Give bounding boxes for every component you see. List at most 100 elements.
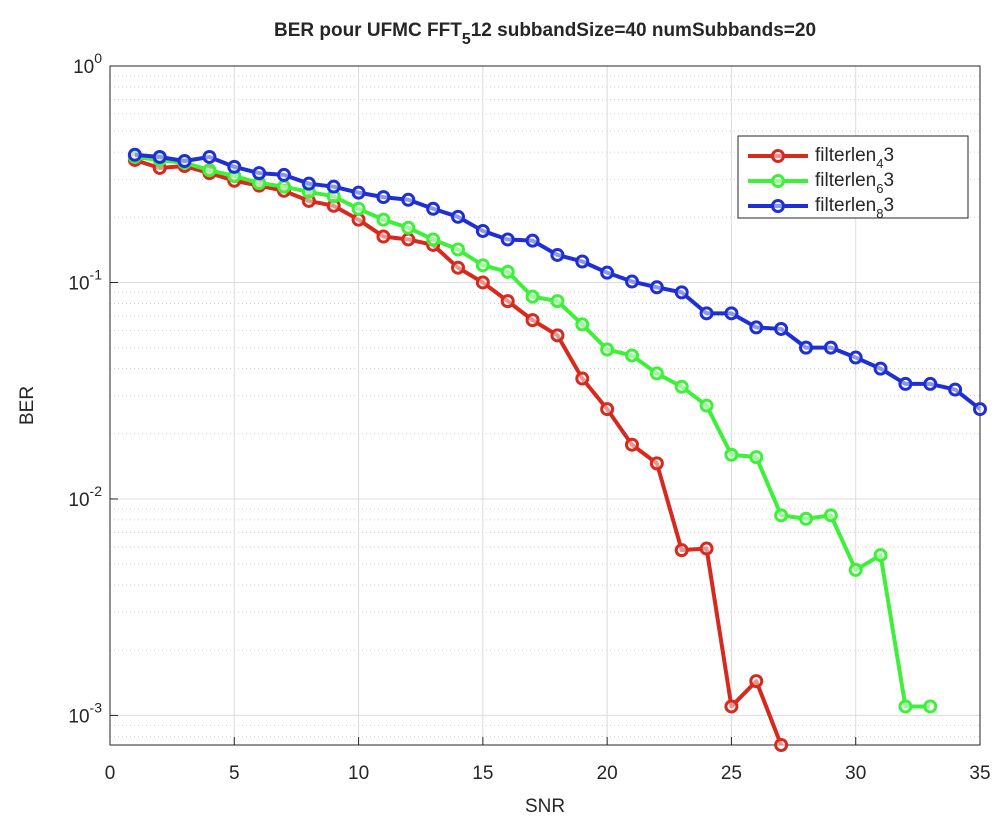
marker bbox=[649, 456, 664, 471]
marker bbox=[699, 306, 714, 321]
marker bbox=[451, 209, 465, 224]
legend-part: filterlen bbox=[815, 170, 876, 191]
marker bbox=[451, 260, 465, 275]
marker bbox=[376, 229, 391, 244]
title-part: 12 subbandSize=40 numSubbands=20 bbox=[471, 20, 816, 41]
marker bbox=[500, 294, 515, 309]
legend-marker bbox=[771, 149, 785, 163]
marker bbox=[699, 541, 714, 556]
x-tick-label: 20 bbox=[597, 763, 618, 784]
y-tick-label: 10-3 bbox=[68, 699, 102, 727]
marker bbox=[724, 306, 739, 321]
marker bbox=[475, 258, 490, 273]
marker bbox=[749, 450, 764, 465]
legend-subscript: 4 bbox=[876, 156, 883, 171]
marker bbox=[625, 274, 639, 289]
marker bbox=[923, 699, 938, 714]
legend-label: filterlen63 bbox=[815, 170, 894, 196]
legend-label: filterlen43 bbox=[815, 145, 894, 171]
y-tick-base: 10 bbox=[73, 57, 94, 78]
y-tick-label: 10-1 bbox=[68, 266, 102, 294]
x-tick-label: 30 bbox=[845, 763, 866, 784]
marker bbox=[351, 212, 366, 227]
legend-marker bbox=[771, 174, 785, 188]
marker bbox=[277, 167, 291, 182]
marker bbox=[575, 371, 590, 386]
marker bbox=[625, 348, 639, 363]
marker bbox=[600, 342, 615, 357]
y-tick-label: 100 bbox=[73, 50, 102, 78]
marker bbox=[401, 220, 416, 235]
y-tick-exponent: -1 bbox=[90, 266, 103, 282]
x-tick-label: 0 bbox=[105, 763, 116, 784]
x-tick-label: 10 bbox=[348, 763, 369, 784]
marker bbox=[525, 313, 540, 328]
legend-part: filterlen bbox=[815, 195, 876, 216]
marker bbox=[575, 254, 590, 269]
marker bbox=[724, 447, 739, 462]
y-tick-base: 10 bbox=[68, 273, 89, 294]
title-subscript: 5 bbox=[462, 31, 471, 48]
title-part: BER pour UFMC FFT bbox=[274, 20, 462, 41]
marker bbox=[674, 285, 689, 300]
y-tick-base: 10 bbox=[68, 706, 89, 727]
legend-subscript: 6 bbox=[876, 181, 883, 196]
marker bbox=[873, 548, 888, 563]
marker bbox=[301, 176, 316, 191]
marker bbox=[724, 699, 739, 714]
marker bbox=[127, 147, 142, 162]
y-tick-base: 10 bbox=[68, 490, 89, 511]
marker bbox=[749, 320, 764, 335]
marker bbox=[898, 699, 913, 714]
y-tick-exponent: -3 bbox=[90, 699, 103, 715]
marker bbox=[277, 179, 291, 194]
x-tick-label: 5 bbox=[229, 763, 240, 784]
marker bbox=[600, 402, 615, 417]
marker bbox=[848, 562, 863, 577]
marker bbox=[550, 247, 565, 262]
marker bbox=[351, 185, 366, 200]
marker bbox=[500, 232, 515, 247]
marker bbox=[376, 212, 391, 227]
marker bbox=[774, 508, 789, 523]
legend-marker bbox=[771, 199, 785, 213]
marker bbox=[152, 149, 167, 164]
marker bbox=[873, 361, 888, 376]
marker bbox=[227, 159, 242, 174]
legend-part: 3 bbox=[883, 145, 894, 166]
marker bbox=[475, 223, 490, 238]
marker bbox=[401, 192, 416, 207]
marker bbox=[948, 382, 963, 397]
marker bbox=[625, 437, 639, 452]
y-tick-exponent: 0 bbox=[94, 50, 102, 66]
marker bbox=[475, 275, 490, 290]
y-tick-exponent: -2 bbox=[90, 483, 103, 499]
marker bbox=[823, 340, 838, 355]
marker bbox=[376, 190, 391, 205]
x-tick-label: 35 bbox=[969, 763, 990, 784]
marker bbox=[649, 366, 664, 381]
legend-part: 3 bbox=[883, 170, 894, 191]
marker bbox=[600, 265, 615, 280]
legend-label: filterlen83 bbox=[815, 195, 894, 221]
marker bbox=[774, 738, 789, 752]
marker bbox=[500, 264, 515, 279]
legend-part: 3 bbox=[883, 195, 894, 216]
marker bbox=[202, 163, 217, 178]
marker bbox=[823, 508, 838, 523]
marker bbox=[252, 166, 267, 181]
marker bbox=[550, 294, 565, 309]
marker bbox=[973, 402, 987, 417]
marker bbox=[923, 376, 938, 391]
marker bbox=[799, 511, 813, 526]
marker bbox=[326, 179, 341, 194]
marker bbox=[525, 233, 540, 248]
marker bbox=[426, 232, 441, 247]
marker bbox=[401, 232, 416, 247]
legend-part: filterlen bbox=[815, 145, 876, 166]
marker bbox=[674, 543, 689, 558]
y-tick-label: 10-2 bbox=[68, 483, 102, 511]
x-tick-label: 15 bbox=[472, 763, 493, 784]
marker bbox=[177, 154, 192, 169]
